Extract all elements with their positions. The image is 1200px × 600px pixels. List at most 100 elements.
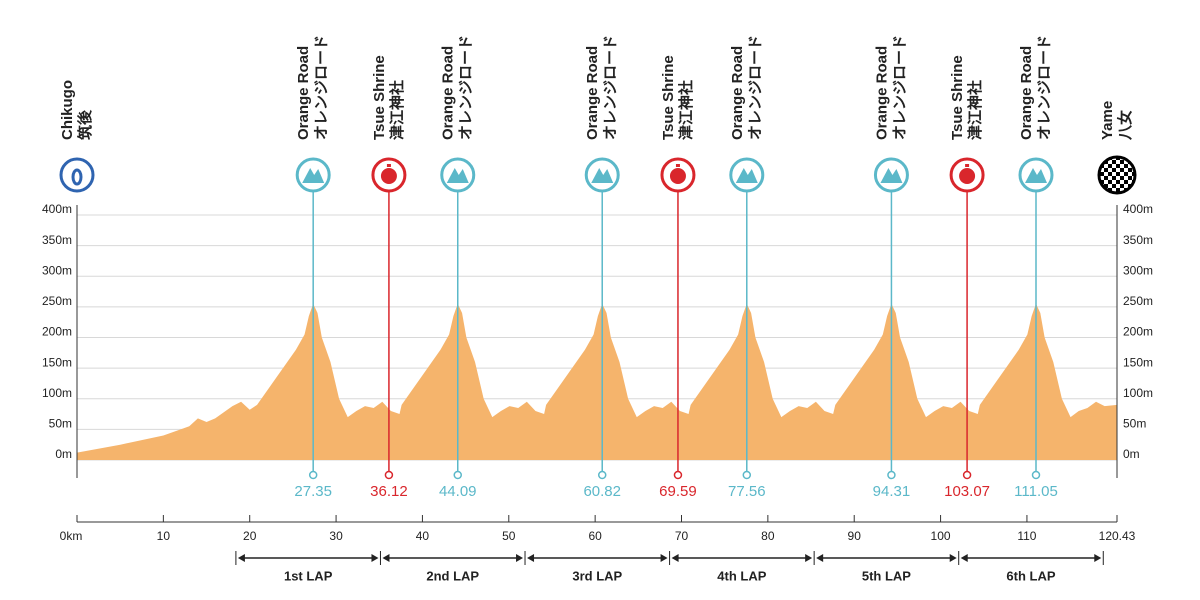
x-tick-label: 30 bbox=[329, 529, 343, 543]
marker-name: Orange Road bbox=[584, 46, 601, 140]
x-tick-label: 20 bbox=[243, 529, 257, 543]
marker-name-ja: オレンジロード bbox=[891, 35, 908, 140]
x-tick-label: 60 bbox=[588, 529, 602, 543]
marker-dot bbox=[453, 470, 462, 480]
y-tick-label: 400m bbox=[42, 202, 72, 216]
x-tick-label: 10 bbox=[157, 529, 171, 543]
marker-name-ja: オレンジロード bbox=[747, 35, 764, 140]
mountain bbox=[302, 168, 325, 183]
y-tick-label: 300m bbox=[42, 263, 72, 277]
marker-km: 60.82 bbox=[583, 483, 621, 500]
arrow-head bbox=[671, 554, 679, 562]
finish-icon bbox=[1097, 155, 1137, 195]
marker-name-ja: 筑後 bbox=[76, 109, 94, 141]
lap-label: 4th LAP bbox=[717, 568, 766, 583]
marker-name: Tsue Shrine bbox=[949, 55, 966, 140]
marker-name: Orange Road bbox=[295, 46, 312, 140]
y-tick-label: 250m bbox=[42, 294, 72, 308]
marker: Orange Road オレンジロード 44.09 bbox=[439, 35, 477, 500]
marker-dot bbox=[742, 470, 752, 480]
stopwatch-top bbox=[675, 164, 680, 167]
stopwatch bbox=[959, 168, 976, 184]
marker: Tsue Shrine 津江神社 69.59 bbox=[659, 55, 697, 500]
arrow-head bbox=[527, 554, 535, 562]
x-tick-label: 70 bbox=[675, 529, 689, 543]
y-tick-label-right: 150m bbox=[1123, 355, 1153, 369]
start-icon bbox=[59, 157, 95, 193]
marker-name: Orange Road bbox=[873, 46, 890, 140]
stopwatch-top bbox=[965, 164, 970, 167]
marker: Orange Road オレンジロード 111.05 bbox=[1014, 35, 1058, 500]
marker-dot bbox=[1031, 470, 1041, 480]
y-tick-label-right: 200m bbox=[1123, 325, 1153, 339]
arrow-head bbox=[237, 554, 245, 562]
marker-dot bbox=[384, 470, 394, 480]
x-tick-label: 90 bbox=[848, 529, 862, 543]
y-tick-label: 100m bbox=[42, 386, 72, 400]
marker-dot bbox=[308, 470, 318, 480]
marker-name: Tsue Shrine bbox=[371, 55, 388, 140]
arrow-head bbox=[371, 554, 379, 562]
y-tick-label-right: 100m bbox=[1123, 386, 1153, 400]
x-tick-label: 0km bbox=[60, 529, 83, 543]
y-tick-label-right: 50m bbox=[1123, 417, 1146, 431]
marker-km: 27.35 bbox=[294, 483, 332, 500]
y-tick-label-right: 250m bbox=[1123, 294, 1153, 308]
x-tick-label: 120.43 bbox=[1099, 529, 1136, 543]
x-tick-label: 80 bbox=[761, 529, 775, 543]
mountain bbox=[735, 168, 758, 183]
y-tick-label: 150m bbox=[42, 355, 72, 369]
marker: Orange Road オレンジロード 27.35 bbox=[294, 35, 332, 500]
marker-name-ja: 八女 bbox=[1116, 110, 1134, 141]
marker-name-ja: 津江神社 bbox=[677, 80, 695, 140]
marker-name-ja: オレンジロード bbox=[1036, 35, 1053, 140]
lap-label: 3rd LAP bbox=[572, 568, 622, 583]
marker-name-ja: 津江神社 bbox=[388, 80, 406, 140]
marker-km: 103.07 bbox=[944, 483, 990, 500]
lap-label: 6th LAP bbox=[1006, 568, 1055, 583]
stopwatch bbox=[380, 168, 397, 184]
start-zero bbox=[71, 168, 83, 186]
marker-km: 77.56 bbox=[728, 483, 766, 500]
marker-name: Chikugo bbox=[59, 80, 76, 140]
marker-name: Tsue Shrine bbox=[660, 55, 677, 140]
marker: Orange Road オレンジロード 77.56 bbox=[728, 35, 766, 500]
y-tick-label-right: 400m bbox=[1123, 202, 1153, 216]
finish: Yame 八女 bbox=[1097, 101, 1137, 195]
mountain bbox=[1024, 168, 1047, 183]
stopwatch bbox=[669, 168, 686, 184]
arrow-head bbox=[660, 554, 668, 562]
stopwatch-top bbox=[386, 164, 391, 167]
marker-name: Orange Road bbox=[440, 46, 457, 140]
marker-km: 94.31 bbox=[873, 483, 911, 500]
arrow-head bbox=[1094, 554, 1102, 562]
lap-label: 1st LAP bbox=[284, 568, 333, 583]
marker: Tsue Shrine 津江神社 103.07 bbox=[944, 55, 990, 500]
marker: Tsue Shrine 津江神社 36.12 bbox=[370, 55, 408, 500]
marker-name-ja: オレンジロード bbox=[313, 35, 330, 140]
y-tick-label-right: 350m bbox=[1123, 233, 1153, 247]
y-tick-label: 0m bbox=[55, 447, 72, 461]
marker: Orange Road オレンジロード 60.82 bbox=[583, 35, 621, 500]
x-tick-label: 110 bbox=[1017, 529, 1036, 543]
arrow-head bbox=[516, 554, 524, 562]
x-tick-label: 40 bbox=[416, 529, 430, 543]
marker-name: Orange Road bbox=[1018, 46, 1035, 140]
y-tick-label-right: 0m bbox=[1123, 447, 1140, 461]
y-tick-label-right: 300m bbox=[1123, 263, 1153, 277]
mountain bbox=[591, 168, 614, 183]
elevation-area bbox=[77, 303, 1117, 460]
marker-dot bbox=[597, 470, 607, 480]
marker-name-ja: 津江神社 bbox=[966, 80, 984, 140]
lap-label: 2nd LAP bbox=[426, 568, 479, 583]
arrow-head bbox=[949, 554, 957, 562]
arrow-head bbox=[805, 554, 813, 562]
y-tick-label: 50m bbox=[49, 417, 72, 431]
arrow-head bbox=[382, 554, 390, 562]
marker-dot bbox=[887, 470, 896, 480]
arrow-head bbox=[960, 554, 968, 562]
marker: Orange Road オレンジロード 94.31 bbox=[873, 35, 911, 500]
marker-km: 69.59 bbox=[659, 483, 697, 500]
x-tick-label: 50 bbox=[502, 529, 516, 543]
